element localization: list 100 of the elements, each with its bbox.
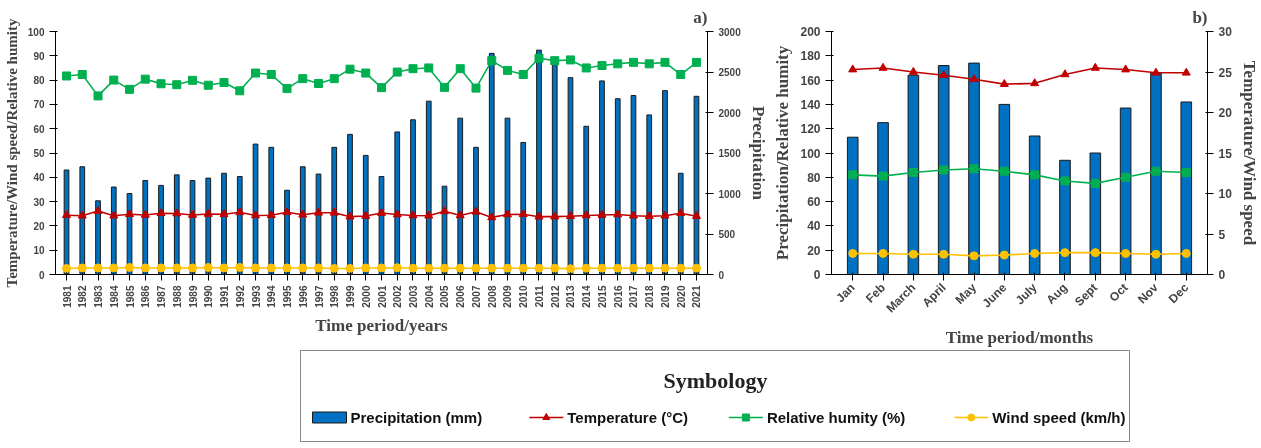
point bbox=[125, 84, 135, 94]
x-tick-label: 1996 bbox=[297, 285, 309, 308]
point bbox=[939, 70, 949, 79]
x-tick-label: 2011 bbox=[533, 285, 545, 308]
point bbox=[440, 82, 449, 92]
point bbox=[999, 166, 1009, 176]
point bbox=[502, 65, 512, 75]
y-tick-label: 120 bbox=[800, 122, 821, 137]
point bbox=[597, 61, 607, 71]
point bbox=[392, 67, 402, 77]
x-tick-label: 1994 bbox=[266, 285, 278, 308]
point bbox=[939, 165, 949, 175]
point bbox=[188, 209, 198, 218]
x-tick-label: 1999 bbox=[345, 285, 356, 308]
x-tick-label: 1985 bbox=[124, 285, 136, 308]
point bbox=[345, 211, 355, 220]
x-tick-label: 1991 bbox=[219, 285, 231, 308]
point bbox=[455, 210, 465, 219]
point bbox=[329, 207, 339, 216]
legend-label: Relative humity (%) bbox=[766, 409, 906, 426]
y2-tick-label: 20 bbox=[1218, 106, 1233, 120]
x-tick-label: 2020 bbox=[675, 285, 687, 308]
x-tick-label: 2013 bbox=[565, 285, 577, 308]
point bbox=[628, 263, 638, 273]
legend-label: Precipitation (mm) bbox=[350, 409, 483, 426]
point bbox=[62, 263, 72, 273]
point bbox=[565, 211, 575, 219]
point bbox=[1151, 249, 1161, 259]
point bbox=[282, 84, 292, 94]
y-tick-label: 20 bbox=[33, 220, 45, 232]
x-tick-label: 1997 bbox=[313, 285, 325, 308]
point bbox=[1090, 248, 1100, 258]
x-tick-label: 2005 bbox=[439, 285, 451, 308]
point bbox=[471, 263, 481, 273]
point bbox=[691, 211, 701, 219]
x-tick-label: 2012 bbox=[549, 285, 561, 308]
y2-tick-label: 3000 bbox=[718, 26, 742, 38]
point bbox=[1181, 167, 1191, 177]
point bbox=[534, 211, 544, 220]
point bbox=[550, 211, 560, 220]
point bbox=[62, 71, 72, 81]
point bbox=[235, 207, 245, 216]
x-tick-label: 2000 bbox=[360, 285, 372, 308]
y-tick-label: 140 bbox=[800, 97, 821, 112]
point bbox=[471, 206, 481, 215]
point bbox=[440, 263, 449, 273]
bar bbox=[567, 77, 574, 275]
x-tick-label: 2017 bbox=[628, 285, 640, 308]
y-tick-label: 100 bbox=[27, 26, 45, 38]
point bbox=[487, 56, 497, 66]
point bbox=[392, 263, 402, 273]
point bbox=[125, 209, 135, 218]
point bbox=[219, 209, 229, 218]
point bbox=[999, 250, 1009, 260]
point bbox=[172, 80, 182, 90]
x-tick-label: 1992 bbox=[234, 285, 246, 308]
point bbox=[361, 263, 371, 273]
bar bbox=[1180, 101, 1193, 275]
point bbox=[203, 208, 213, 217]
point bbox=[203, 262, 213, 272]
point bbox=[660, 263, 670, 273]
x-tick-label: 1982 bbox=[77, 285, 89, 308]
point bbox=[691, 263, 701, 273]
point bbox=[613, 209, 623, 218]
point bbox=[1060, 69, 1070, 78]
point bbox=[266, 70, 276, 80]
bar bbox=[536, 49, 542, 275]
y2-tick-label: 500 bbox=[718, 229, 736, 240]
point bbox=[878, 248, 888, 258]
y-tick-label: 40 bbox=[33, 172, 45, 184]
point bbox=[1030, 170, 1040, 180]
bar bbox=[937, 65, 950, 275]
point bbox=[1060, 176, 1070, 186]
bar bbox=[394, 131, 401, 275]
y2-tick-label: 1500 bbox=[718, 148, 742, 159]
point bbox=[156, 263, 166, 273]
point bbox=[691, 57, 701, 67]
point bbox=[581, 63, 591, 73]
bar bbox=[551, 64, 558, 275]
x-tick-label: 1987 bbox=[156, 285, 168, 308]
point bbox=[534, 53, 544, 63]
x-tick-label: 2016 bbox=[612, 285, 624, 308]
bar bbox=[425, 100, 432, 275]
point bbox=[235, 262, 245, 272]
point bbox=[1090, 178, 1100, 188]
point bbox=[203, 80, 213, 90]
point bbox=[109, 75, 119, 85]
y2-axis-title: Precipitation bbox=[748, 105, 768, 201]
point bbox=[408, 263, 418, 273]
point bbox=[314, 207, 323, 216]
point bbox=[440, 206, 449, 215]
point bbox=[1121, 172, 1131, 182]
point bbox=[502, 263, 512, 273]
point bbox=[487, 263, 497, 273]
point bbox=[1090, 62, 1100, 71]
point bbox=[251, 68, 261, 78]
y-tick-label: 50 bbox=[33, 148, 45, 159]
x-tick-label: 2001 bbox=[376, 285, 388, 308]
point bbox=[565, 55, 575, 65]
x-tick-label: 1984 bbox=[108, 285, 120, 308]
